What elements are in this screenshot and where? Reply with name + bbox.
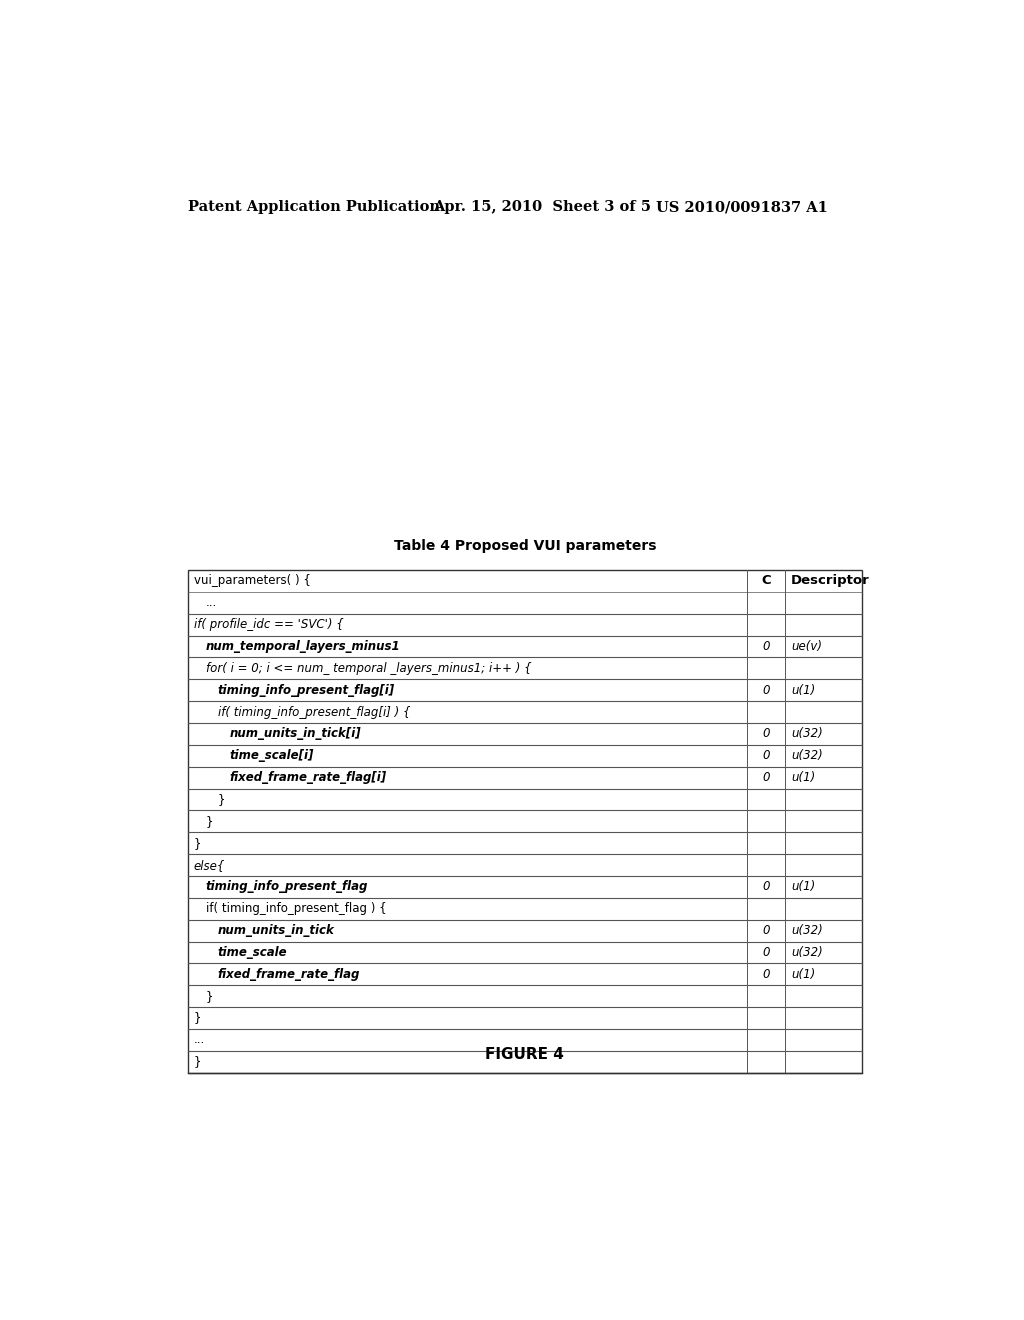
Text: 0: 0 [762, 880, 770, 894]
Text: fixed_frame_rate_flag: fixed_frame_rate_flag [218, 968, 360, 981]
Text: u(32): u(32) [791, 750, 822, 762]
Text: }: } [194, 837, 202, 850]
Text: 0: 0 [762, 771, 770, 784]
Text: time_scale[i]: time_scale[i] [229, 750, 314, 762]
Text: u(1): u(1) [791, 684, 815, 697]
Text: if( timing_info_present_flag ) {: if( timing_info_present_flag ) { [206, 903, 386, 915]
Text: timing_info_present_flag[i]: timing_info_present_flag[i] [218, 684, 395, 697]
Text: ...: ... [206, 597, 217, 610]
Text: ue(v): ue(v) [791, 640, 822, 653]
Text: ...: ... [194, 1034, 205, 1047]
Text: u(32): u(32) [791, 924, 822, 937]
Text: }: } [194, 1011, 202, 1024]
Text: u(1): u(1) [791, 968, 815, 981]
Text: for( i = 0; i <= num_ temporal _layers_minus1; i++ ) {: for( i = 0; i <= num_ temporal _layers_m… [206, 661, 531, 675]
Text: u(1): u(1) [791, 771, 815, 784]
Text: 0: 0 [762, 968, 770, 981]
Text: Apr. 15, 2010  Sheet 3 of 5: Apr. 15, 2010 Sheet 3 of 5 [433, 201, 651, 214]
Text: 0: 0 [762, 750, 770, 762]
Text: u(1): u(1) [791, 880, 815, 894]
Text: 0: 0 [762, 640, 770, 653]
Text: if( profile_idc == 'SVC') {: if( profile_idc == 'SVC') { [194, 618, 344, 631]
Text: }: } [218, 793, 225, 807]
Text: time_scale: time_scale [218, 946, 288, 958]
Text: vui_parameters( ) {: vui_parameters( ) { [194, 574, 310, 587]
Bar [187, 570, 862, 1073]
Text: u(32): u(32) [791, 946, 822, 958]
Text: else{: else{ [194, 858, 225, 871]
Text: Descriptor: Descriptor [791, 574, 869, 587]
Text: num_units_in_tick: num_units_in_tick [218, 924, 335, 937]
Text: num_temporal_layers_minus1: num_temporal_layers_minus1 [206, 640, 400, 653]
Text: FIGURE 4: FIGURE 4 [485, 1047, 564, 1063]
Text: 0: 0 [762, 946, 770, 958]
Text: Patent Application Publication: Patent Application Publication [187, 201, 439, 214]
Text: }: } [194, 1055, 202, 1068]
Text: Table 4 Proposed VUI parameters: Table 4 Proposed VUI parameters [393, 539, 656, 553]
Text: num_units_in_tick[i]: num_units_in_tick[i] [229, 727, 361, 741]
Text: C: C [761, 574, 771, 587]
Text: fixed_frame_rate_flag[i]: fixed_frame_rate_flag[i] [229, 771, 387, 784]
Text: 0: 0 [762, 924, 770, 937]
Text: 0: 0 [762, 727, 770, 741]
Text: }: } [206, 990, 213, 1003]
Text: timing_info_present_flag: timing_info_present_flag [206, 880, 369, 894]
Text: u(32): u(32) [791, 727, 822, 741]
Text: US 2010/0091837 A1: US 2010/0091837 A1 [655, 201, 827, 214]
Text: if( timing_info_present_flag[i] ) {: if( timing_info_present_flag[i] ) { [218, 706, 411, 718]
Text: 0: 0 [762, 684, 770, 697]
Text: }: } [206, 814, 213, 828]
